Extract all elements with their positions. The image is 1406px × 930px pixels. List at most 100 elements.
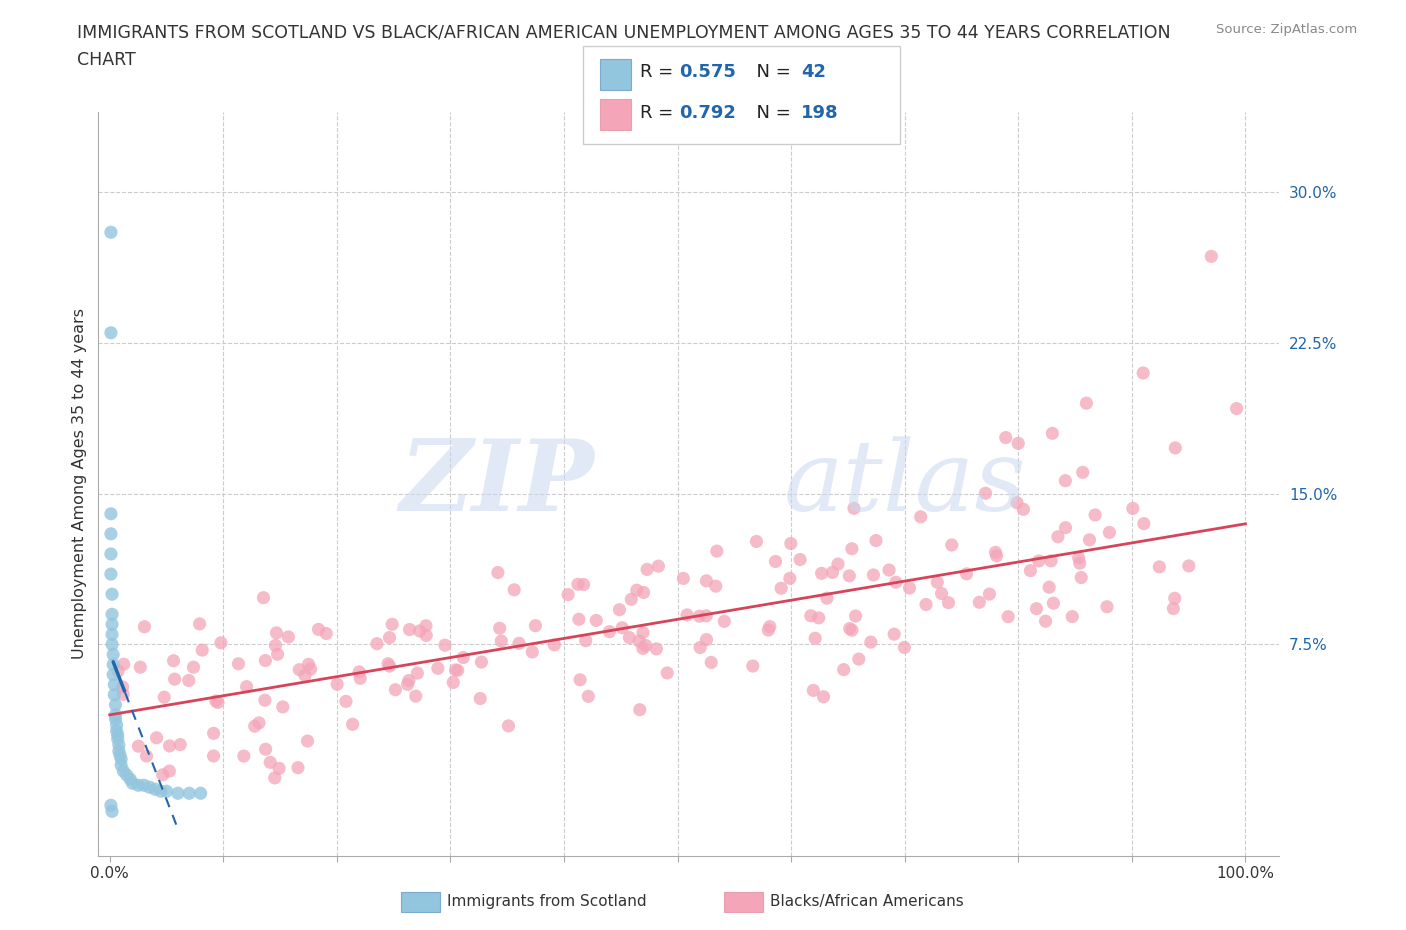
Point [585, 613, 607, 628]
Point [498, 719, 520, 734]
Point [688, 609, 710, 624]
Point [288, 662, 311, 677]
Text: N =: N = [745, 104, 797, 123]
Point [107, 727, 129, 742]
Point [112, 687, 135, 702]
Point [132, 777, 155, 792]
Point [315, 626, 337, 641]
Point [120, 772, 142, 787]
Text: Source: ZipAtlas.com: Source: ZipAtlas.com [1216, 23, 1357, 36]
Point [1095, 599, 1118, 614]
Point [366, 636, 388, 651]
Point [841, 623, 863, 638]
Point [104, 711, 127, 726]
Point [378, 631, 401, 645]
Point [647, 559, 669, 574]
Point [842, 501, 865, 516]
Point [695, 632, 717, 647]
Point [266, 626, 288, 641]
Point [986, 549, 1008, 564]
Point [810, 565, 832, 580]
Point [188, 617, 211, 631]
Point [271, 699, 294, 714]
Point [508, 636, 530, 651]
Point [277, 630, 299, 644]
Point [598, 624, 620, 639]
Point [1071, 465, 1094, 480]
Point [789, 552, 811, 567]
Point [108, 748, 131, 763]
Text: N =: N = [745, 62, 797, 81]
Point [576, 689, 599, 704]
Point [1076, 396, 1098, 411]
Point [264, 638, 287, 653]
Point [162, 653, 184, 668]
Point [741, 658, 763, 673]
Point [243, 719, 266, 734]
Point [1098, 525, 1121, 539]
Point [657, 666, 679, 681]
Point [129, 659, 152, 674]
Point [232, 749, 254, 764]
Point [105, 717, 128, 732]
Point [543, 637, 565, 652]
Point [169, 737, 191, 752]
Point [557, 587, 579, 602]
Point [205, 694, 228, 709]
Point [105, 724, 128, 738]
Point [447, 663, 470, 678]
Point [759, 619, 782, 634]
Point [110, 758, 132, 773]
Text: 0.575: 0.575 [679, 62, 735, 81]
Point [183, 659, 205, 674]
Point [254, 653, 277, 668]
Text: Immigrants from Scotland: Immigrants from Scotland [447, 894, 647, 909]
Point [488, 621, 510, 636]
Point [415, 628, 437, 643]
Point [620, 591, 643, 606]
Point [491, 633, 513, 648]
Point [804, 631, 827, 645]
Point [572, 577, 595, 591]
Y-axis label: Unemployment Among Ages 35 to 44 years: Unemployment Among Ages 35 to 44 years [72, 308, 87, 659]
Point [121, 776, 143, 790]
Point [893, 640, 915, 655]
Point [569, 672, 592, 687]
Point [1046, 529, 1069, 544]
Point [179, 786, 201, 801]
Point [609, 603, 631, 618]
Point [634, 638, 657, 653]
Point [859, 634, 882, 649]
Point [167, 786, 190, 801]
Point [619, 631, 641, 645]
Point [522, 644, 544, 659]
Point [503, 582, 526, 597]
Point [800, 608, 823, 623]
Text: atlas: atlas [783, 436, 1026, 531]
Point [266, 647, 288, 662]
Point [969, 595, 991, 610]
Point [845, 608, 868, 623]
Point [145, 730, 167, 745]
Point [862, 567, 884, 582]
Point [104, 708, 127, 723]
Point [779, 536, 801, 551]
Point [326, 677, 349, 692]
Point [101, 617, 124, 631]
Point [1067, 551, 1090, 565]
Point [209, 635, 232, 650]
Point [807, 610, 830, 625]
Point [100, 798, 122, 813]
Point [612, 620, 634, 635]
Point [626, 583, 648, 598]
Point [567, 577, 589, 591]
Point [103, 677, 125, 692]
Point [636, 562, 658, 577]
Point [779, 571, 801, 586]
Point [898, 580, 921, 595]
Point [1007, 436, 1029, 451]
Point [706, 544, 728, 559]
Point [135, 749, 157, 764]
Text: IMMIGRANTS FROM SCOTLAND VS BLACK/AFRICAN AMERICAN UNEMPLOYMENT AMONG AGES 35 TO: IMMIGRANTS FROM SCOTLAND VS BLACK/AFRICA… [77, 23, 1171, 41]
Point [713, 614, 735, 629]
